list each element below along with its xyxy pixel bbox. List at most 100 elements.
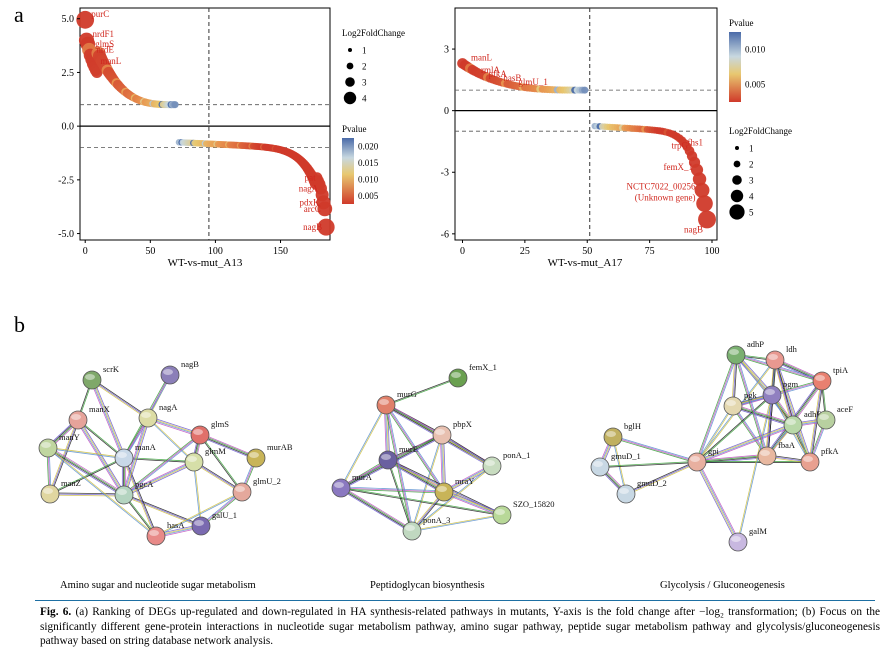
- interaction-edge: [443, 493, 502, 517]
- network-node: nagA: [138, 402, 178, 428]
- interaction-edge: [91, 380, 124, 459]
- node-label: murAB: [267, 442, 293, 452]
- interaction-edge: [442, 433, 493, 466]
- interaction-edge: [76, 420, 123, 497]
- node-highlight: [381, 454, 391, 460]
- size-legend-label: 1: [749, 144, 754, 154]
- data-point: [698, 210, 716, 229]
- interaction-edge: [93, 379, 126, 458]
- network-node: gpi: [687, 446, 720, 472]
- network-node: manZ: [40, 478, 81, 504]
- gene-label: glmS: [95, 39, 114, 49]
- node-highlight: [726, 400, 736, 406]
- interaction-edge: [612, 436, 698, 463]
- interaction-edge: [124, 418, 149, 496]
- node-label: gmuD_2: [637, 478, 667, 488]
- network-node: galU_1: [191, 510, 237, 536]
- interaction-edge: [695, 462, 737, 543]
- interaction-edge: [695, 354, 736, 462]
- network-node: ponA_3: [402, 515, 450, 541]
- interaction-edge: [733, 405, 769, 456]
- interaction-edge: [386, 461, 444, 494]
- panel-a-label: a: [14, 2, 24, 27]
- interaction-edge: [443, 492, 502, 516]
- size-legend-label: 4: [749, 192, 754, 202]
- node-circle: [378, 450, 398, 470]
- interaction-edge: [411, 465, 492, 531]
- node-circle: [757, 446, 777, 466]
- y-tick-label: 5.0: [62, 14, 75, 25]
- node-circle: [184, 452, 204, 472]
- network-node: pfkA: [800, 446, 839, 472]
- gene-label: manL: [100, 56, 121, 66]
- interaction-edge: [48, 447, 125, 495]
- interaction-edge: [697, 406, 734, 463]
- node-highlight: [819, 414, 829, 420]
- node-label: murG: [397, 389, 417, 399]
- interaction-edge: [732, 405, 768, 457]
- node-highlight: [437, 486, 447, 492]
- node-circle: [232, 482, 252, 502]
- size-legend-label: 1: [362, 46, 367, 56]
- x-axis-label: WT-vs-mut_A13: [168, 257, 243, 269]
- node-label: adhP: [747, 339, 764, 349]
- network-node: nagB: [160, 359, 199, 385]
- interaction-edge: [123, 433, 200, 495]
- network-node: gmuD_2: [616, 478, 667, 504]
- size-legend-title: Log2FoldChange: [729, 126, 792, 136]
- node-label: pgm: [783, 379, 799, 389]
- node-highlight: [117, 452, 127, 458]
- interaction-edge: [444, 490, 503, 514]
- interaction-edge: [155, 491, 242, 536]
- node-highlight: [593, 461, 603, 467]
- interaction-edge: [124, 435, 201, 497]
- interaction-edge: [766, 394, 773, 457]
- gene-label: (Unknown gene): [635, 193, 696, 203]
- node-circle: [603, 427, 623, 447]
- interaction-edge: [50, 458, 125, 495]
- node-label: adhE: [804, 409, 821, 419]
- network-node: hasA: [146, 520, 185, 546]
- x-tick-label: 100: [208, 246, 223, 257]
- node-highlight: [405, 525, 415, 531]
- node-label: mraY: [455, 476, 474, 486]
- interaction-edge: [47, 448, 124, 459]
- interaction-edge: [697, 425, 794, 463]
- interaction-edge: [123, 495, 201, 528]
- node-circle: [82, 370, 102, 390]
- interaction-edge: [696, 354, 737, 463]
- data-point: [317, 201, 333, 217]
- gene-label: fhs1: [688, 137, 704, 147]
- interaction-edge: [774, 359, 794, 426]
- interaction-edge: [612, 437, 697, 464]
- interaction-edge: [341, 486, 445, 492]
- interaction-edge: [697, 355, 738, 463]
- x-tick-label: 0: [460, 246, 465, 257]
- node-highlight: [495, 509, 505, 515]
- panel-b-label: b: [14, 312, 25, 337]
- size-legend-label: 2: [362, 62, 367, 72]
- interaction-edge: [92, 379, 125, 458]
- node-highlight: [729, 349, 739, 355]
- node-highlight: [786, 419, 796, 425]
- node-circle: [331, 478, 351, 498]
- interaction-edge: [625, 460, 697, 494]
- interaction-edge: [767, 395, 774, 457]
- node-circle: [783, 415, 803, 435]
- interaction-edge: [443, 434, 447, 492]
- node-highlight: [690, 456, 700, 462]
- node-circle: [726, 345, 746, 365]
- node-circle: [190, 425, 210, 445]
- network-node: ldh: [765, 344, 798, 370]
- interaction-edge: [809, 380, 823, 463]
- node-label: SZO_15820: [513, 499, 555, 509]
- interaction-edge: [340, 487, 445, 493]
- node-label: hasA: [167, 520, 185, 530]
- node-label: glmU_2: [253, 476, 281, 486]
- interaction-edge: [123, 434, 201, 496]
- interaction-edge: [696, 462, 738, 543]
- gene-label: nagB: [303, 222, 322, 232]
- size-legend-dot: [733, 160, 741, 168]
